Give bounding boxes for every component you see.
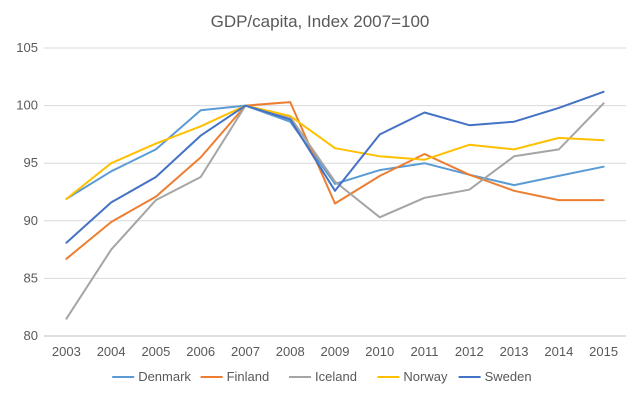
legend: Denmark Finland Iceland Norway Sweden — [112, 369, 532, 384]
x-tick-label: 2004 — [97, 344, 126, 359]
y-tick-label: 80 — [24, 328, 38, 343]
x-tick-label: 2010 — [365, 344, 394, 359]
legend-item-norway: Norway — [377, 369, 448, 384]
x-tick-label: 2011 — [411, 344, 439, 359]
legend-item-iceland: Iceland — [289, 369, 357, 384]
series-line-finland — [65, 101, 605, 260]
series-lines — [65, 90, 605, 320]
y-tick-label: 95 — [24, 155, 38, 170]
series-line-sweden — [65, 90, 605, 244]
legend-label: Denmark — [138, 369, 191, 384]
x-tick-label: 2015 — [589, 344, 618, 359]
x-tick-label: 2014 — [544, 344, 573, 359]
x-tick-label: 2012 — [455, 344, 484, 359]
x-tick-label: 2008 — [276, 344, 305, 359]
x-tick-label: 2003 — [52, 344, 81, 359]
x-tick-label: 2007 — [231, 344, 260, 359]
x-tick-label: 2005 — [141, 344, 170, 359]
y-tick-label: 105 — [16, 40, 38, 55]
y-tick-label: 90 — [24, 213, 38, 228]
legend-label: Iceland — [315, 369, 357, 384]
legend-label: Finland — [227, 369, 270, 384]
series-line-denmark — [65, 104, 605, 200]
chart-title: GDP/capita, Index 2007=100 — [211, 12, 430, 31]
gridlines — [44, 47, 626, 279]
legend-label: Norway — [403, 369, 448, 384]
x-tick-label: 2006 — [186, 344, 215, 359]
x-axis: 2003 2004 2005 2006 2007 2008 2009 2010 2011 2012… — [44, 335, 626, 359]
y-axis: 80 85 90 95 100 105 — [16, 40, 38, 343]
series-line-iceland — [65, 102, 605, 320]
legend-item-denmark: Denmark — [112, 369, 191, 384]
legend-item-finland: Finland — [200, 369, 270, 384]
series-line-norway — [65, 104, 605, 200]
y-tick-label: 100 — [16, 98, 38, 113]
legend-label: Sweden — [485, 369, 532, 384]
y-tick-label: 85 — [24, 270, 38, 285]
x-tick-label: 2013 — [500, 344, 529, 359]
x-tick-label: 2009 — [321, 344, 350, 359]
legend-item-sweden: Sweden — [458, 369, 532, 384]
